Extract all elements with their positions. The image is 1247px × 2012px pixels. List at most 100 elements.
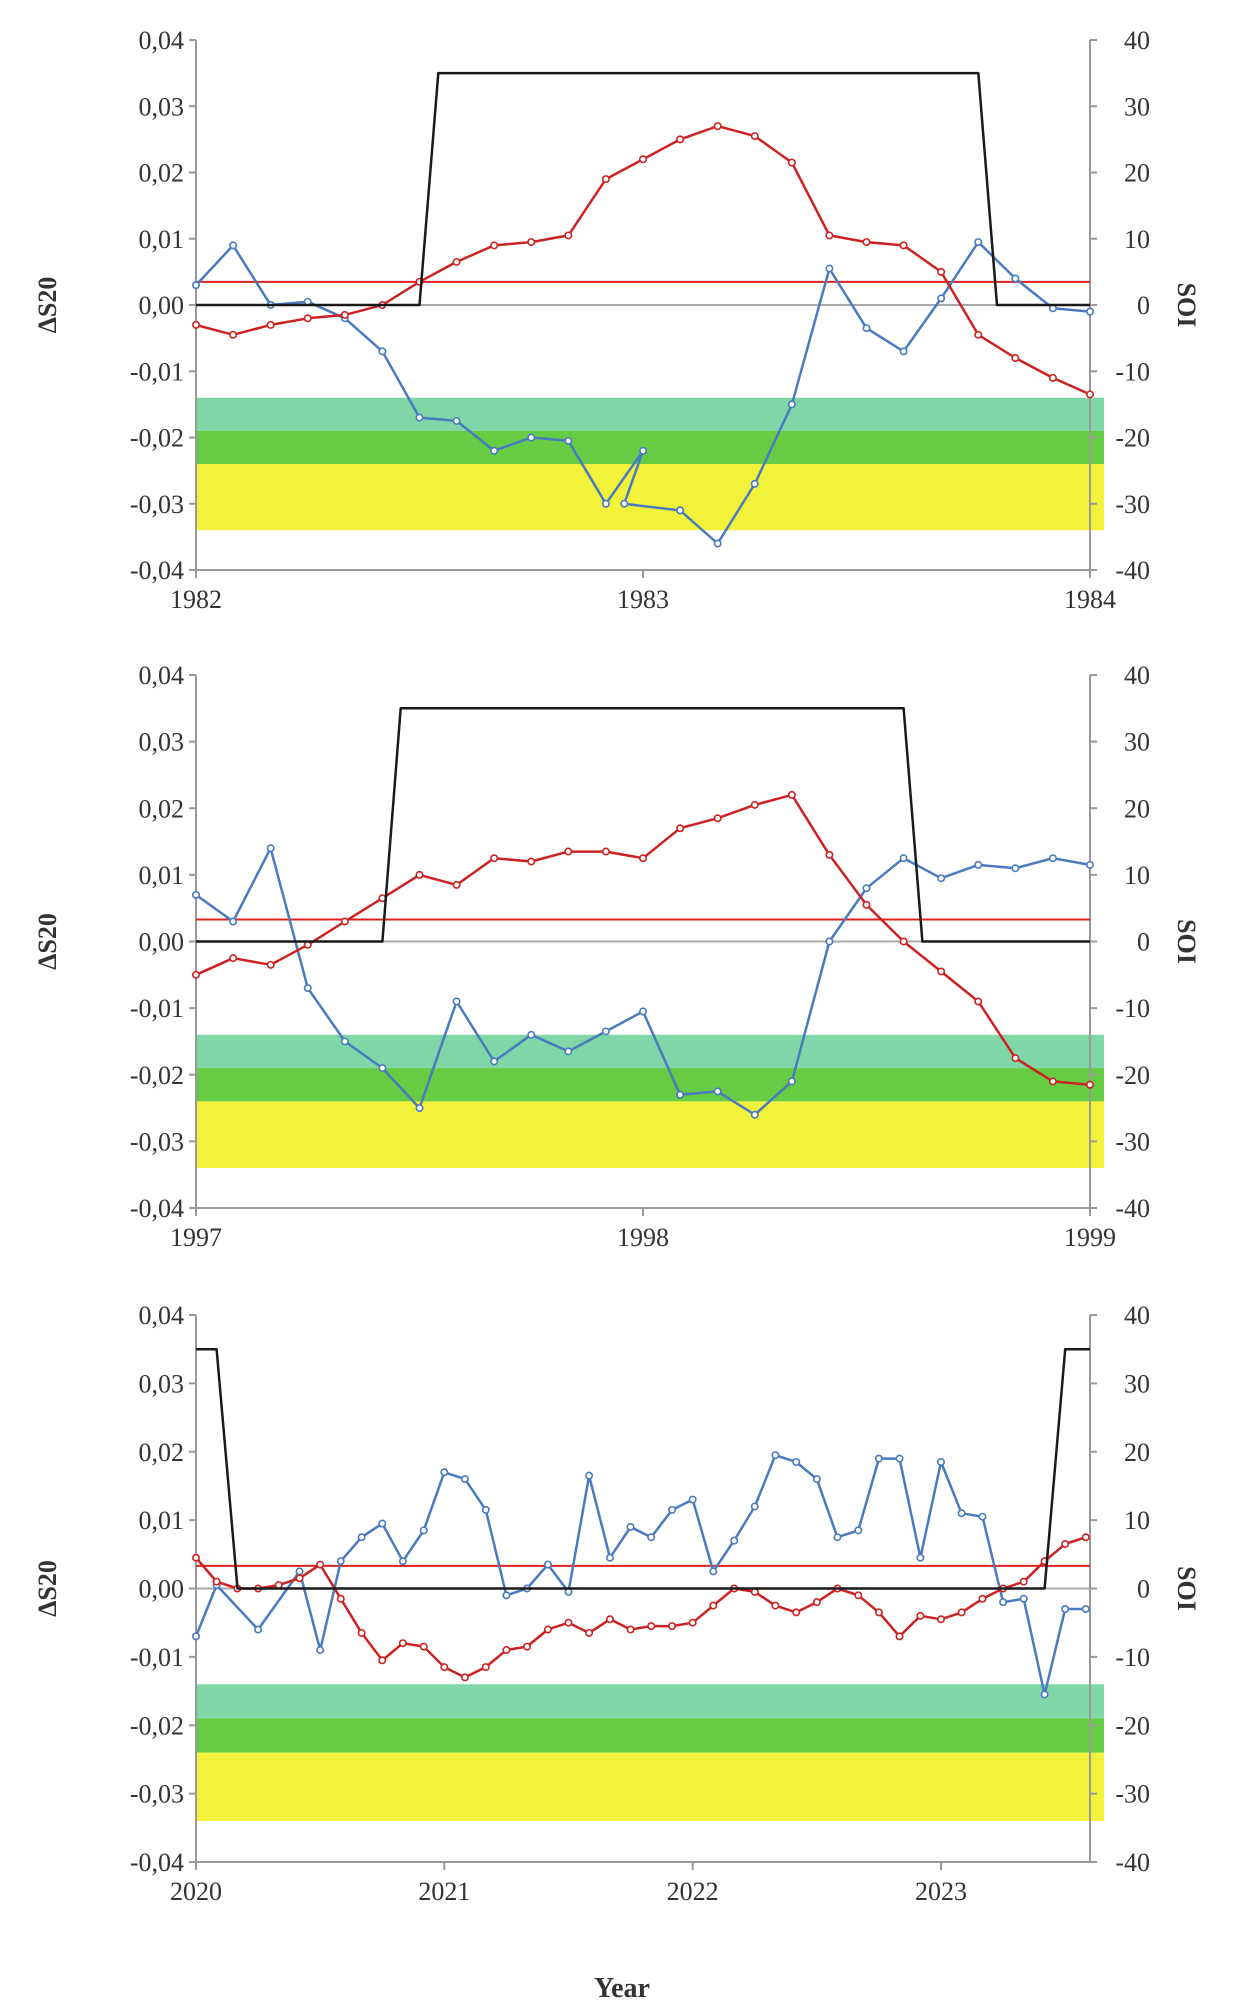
data-point	[398, 1557, 407, 1566]
band-3	[196, 464, 1104, 531]
data-point	[750, 1110, 759, 1119]
data-point	[440, 1468, 449, 1477]
data-point	[192, 281, 201, 290]
data-point	[709, 1601, 718, 1610]
data-point	[340, 1037, 349, 1046]
data-point	[415, 413, 424, 422]
data-point	[974, 238, 983, 247]
left-axis-title: ΔS20	[33, 277, 62, 334]
data-point	[833, 1533, 842, 1542]
data-point	[899, 937, 908, 946]
left-tick-label: 0,01	[139, 225, 185, 254]
data-point	[1081, 1605, 1090, 1614]
right-tick-label: -30	[1115, 1780, 1150, 1809]
data-point	[490, 1057, 499, 1066]
left-tick-label: 0,02	[139, 159, 185, 188]
left-tick-label: 0,04	[139, 1301, 185, 1330]
data-point	[564, 1047, 573, 1056]
data-point	[303, 314, 312, 323]
data-point	[1011, 353, 1020, 362]
band-3	[196, 1101, 1104, 1169]
series-line-3	[196, 1347, 1090, 1590]
data-point	[750, 800, 759, 809]
data-point	[787, 400, 796, 409]
x-tick-label: 1984	[1064, 585, 1116, 614]
data-point	[585, 1471, 594, 1480]
right-tick-label: 0	[1137, 928, 1150, 957]
band-2	[196, 1718, 1104, 1753]
data-point	[1048, 854, 1057, 863]
data-point	[713, 1087, 722, 1096]
data-point	[937, 874, 946, 883]
left-tick-label: 0,02	[139, 1438, 185, 1467]
data-point	[452, 880, 461, 889]
left-tick-label: -0,02	[130, 1061, 184, 1090]
data-point	[620, 499, 629, 508]
data-point	[854, 1591, 863, 1600]
data-point	[1061, 1605, 1070, 1614]
data-point	[771, 1601, 780, 1610]
left-tick-label: 0,04	[139, 661, 185, 690]
data-point	[490, 241, 499, 250]
data-point	[1040, 1690, 1049, 1699]
data-point	[937, 267, 946, 276]
data-point	[957, 1509, 966, 1518]
left-tick-label: 0,02	[139, 794, 185, 823]
data-point	[862, 900, 871, 909]
series-line-1	[194, 1453, 1086, 1696]
data-point	[825, 937, 834, 946]
x-tick-label: 1998	[617, 1223, 669, 1252]
data-point	[212, 1577, 221, 1586]
left-tick-label: -0,01	[130, 357, 184, 386]
data-point	[626, 1625, 635, 1634]
data-point	[295, 1574, 304, 1583]
data-point	[452, 257, 461, 266]
right-tick-label: 20	[1124, 794, 1150, 823]
data-point	[490, 446, 499, 455]
data-point	[974, 860, 983, 869]
data-point	[895, 1454, 904, 1463]
data-point	[229, 241, 238, 250]
data-point	[357, 1628, 366, 1637]
data-point	[490, 854, 499, 863]
data-point	[419, 1526, 428, 1535]
data-point	[978, 1594, 987, 1603]
data-point	[229, 330, 238, 339]
left-tick-label: 0,03	[139, 92, 185, 121]
data-point	[862, 238, 871, 247]
data-point	[502, 1646, 511, 1655]
chart-panel-3: 0,04 0,03 0,02 0,01 0,00 -0,01 -0,02 -0,03 -0,04…	[33, 1301, 1201, 1906]
data-point	[481, 1663, 490, 1672]
band-1	[196, 1034, 1104, 1069]
data-point	[1011, 864, 1020, 873]
left-tick-label: -0,03	[130, 490, 184, 519]
data-point	[543, 1560, 552, 1569]
data-point	[192, 1632, 201, 1641]
data-point	[825, 850, 834, 859]
data-point	[974, 330, 983, 339]
right-tick-label: -20	[1115, 1061, 1150, 1090]
right-tick-label: 40	[1124, 1301, 1150, 1330]
data-point	[676, 824, 685, 833]
data-point	[452, 416, 461, 425]
data-point	[601, 499, 610, 508]
data-point	[564, 436, 573, 445]
data-point	[957, 1608, 966, 1617]
data-point	[378, 1656, 387, 1665]
data-point	[460, 1673, 469, 1682]
data-point	[564, 231, 573, 240]
data-point	[825, 264, 834, 273]
data-point	[638, 1007, 647, 1016]
right-tick-label: -10	[1115, 994, 1150, 1023]
data-point	[647, 1622, 656, 1631]
data-point	[937, 294, 946, 303]
data-point	[564, 1618, 573, 1627]
left-tick-label: -0,04	[130, 1194, 184, 1223]
series-line-3	[196, 71, 1090, 307]
left-tick-label: -0,02	[130, 1711, 184, 1740]
data-point	[601, 1027, 610, 1036]
data-point	[812, 1598, 821, 1607]
data-point	[415, 870, 424, 879]
data-point	[192, 970, 201, 979]
right-tick-label: 30	[1124, 92, 1150, 121]
